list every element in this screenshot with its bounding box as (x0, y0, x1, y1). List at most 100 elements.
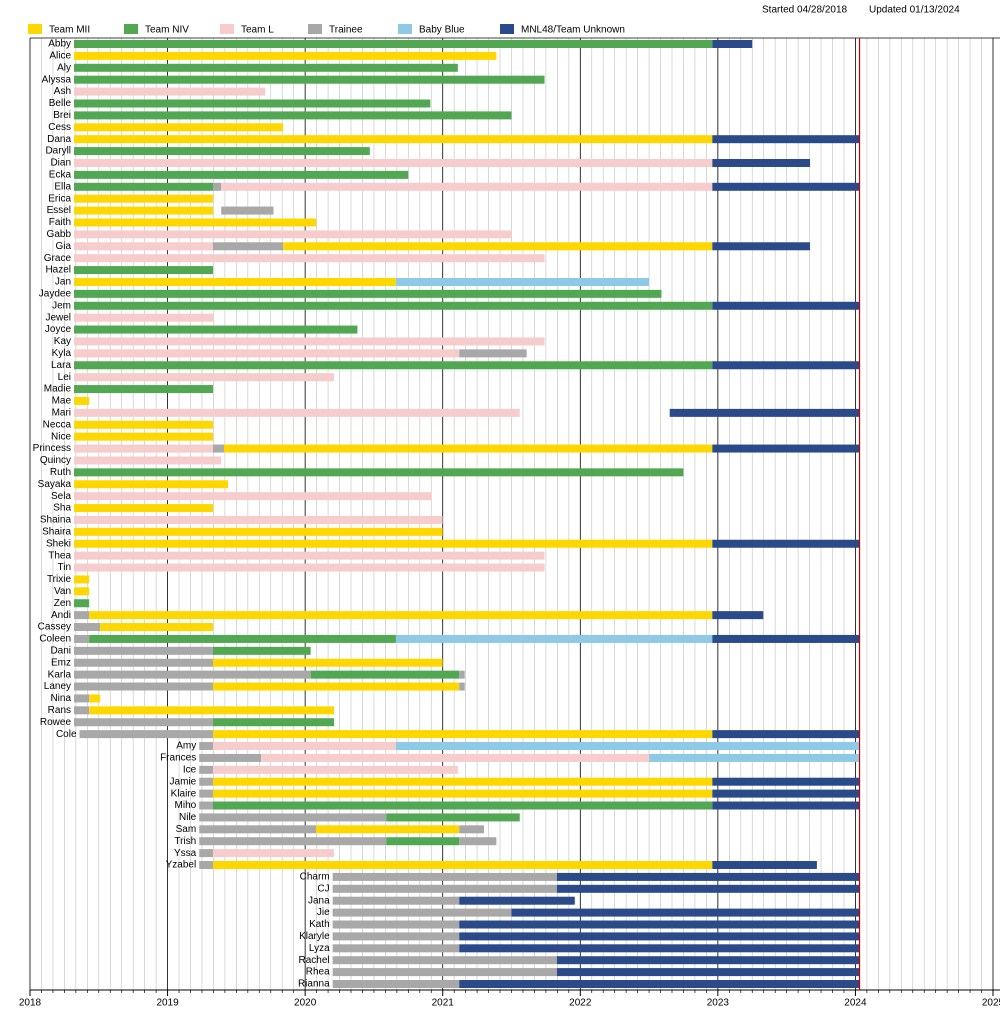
segment (199, 789, 213, 798)
row-label: Amy (176, 741, 196, 752)
segment (199, 813, 387, 822)
segment (74, 682, 213, 691)
segment (212, 765, 458, 774)
row-label: Belle (49, 98, 72, 109)
segment (386, 813, 520, 822)
segment (74, 63, 458, 72)
segment (556, 968, 860, 977)
segment (712, 777, 860, 786)
segment (74, 432, 213, 441)
row-label: Tin (57, 562, 71, 573)
segment (712, 158, 811, 167)
row-label: Klaire (171, 788, 197, 799)
row-label: Sam (176, 824, 197, 835)
segment (74, 266, 213, 275)
segment (199, 861, 213, 870)
segment (74, 206, 213, 215)
segment (221, 206, 274, 215)
segment (199, 801, 213, 810)
segment (74, 456, 222, 465)
segment (74, 515, 443, 524)
segment (212, 242, 284, 251)
row-label: CJ (317, 883, 329, 894)
x-tick-label: 2023 (707, 998, 730, 1009)
segment (712, 301, 860, 310)
segment (712, 611, 764, 620)
segment (74, 480, 229, 489)
row-label: Cole (56, 729, 77, 740)
segment (212, 682, 460, 691)
legend-swatch (124, 24, 138, 34)
segment (556, 884, 860, 893)
row-label: Gia (55, 241, 71, 252)
row-label: Princess (33, 443, 71, 454)
segment (74, 623, 101, 632)
legend-label: Team L (241, 25, 274, 36)
x-tick-label: 2025 (982, 998, 1000, 1009)
segment (332, 884, 557, 893)
row-label: Essel (47, 205, 71, 216)
segment (649, 753, 860, 762)
segment (79, 730, 213, 739)
segment (74, 289, 662, 298)
segment (74, 135, 713, 144)
segment (74, 670, 311, 679)
segment (74, 385, 213, 394)
segment (74, 87, 266, 96)
segment (199, 777, 213, 786)
segment (332, 956, 557, 965)
segment (221, 182, 713, 191)
segment (74, 575, 90, 584)
row-label: Sha (53, 503, 71, 514)
segment (332, 896, 460, 905)
row-label: Rhea (306, 967, 330, 978)
row-label: Dana (47, 134, 71, 145)
x-tick-label: 2021 (432, 998, 455, 1009)
segment (89, 694, 101, 703)
row-label: Karla (48, 669, 72, 680)
segment (212, 182, 222, 191)
row-label: Joyce (45, 324, 72, 335)
row-label: Ecka (49, 170, 72, 181)
row-label: Trixie (47, 574, 72, 585)
segment (212, 646, 311, 655)
segment (74, 408, 520, 417)
started-label: Started 04/28/2018 (762, 5, 848, 16)
segment (74, 718, 213, 727)
row-label: Faith (49, 217, 71, 228)
x-tick-label: 2018 (19, 998, 42, 1009)
segment (332, 944, 460, 953)
legend-swatch (500, 24, 514, 34)
segment (395, 634, 713, 643)
row-label: Shaina (40, 515, 72, 526)
row-label: Shaira (42, 526, 71, 537)
segment (712, 135, 860, 144)
segment (74, 504, 213, 513)
row-label: Rans (48, 705, 71, 716)
row-label: Mae (52, 396, 72, 407)
segment (74, 51, 497, 60)
segment (212, 444, 224, 453)
row-label: Necca (43, 419, 72, 430)
segment (712, 539, 860, 548)
segment (74, 539, 713, 548)
row-label: Madie (44, 384, 72, 395)
segment (212, 789, 713, 798)
segment (332, 932, 460, 941)
row-label: Jamie (170, 776, 197, 787)
row-label: Yzabel (166, 860, 197, 871)
row-label: Trish (174, 836, 196, 847)
row-label: Alice (49, 51, 71, 62)
segment (74, 40, 713, 48)
segment (712, 361, 860, 370)
segment (74, 551, 545, 560)
row-label: Hazel (45, 265, 71, 276)
segment (395, 742, 860, 751)
row-label: Emz (51, 657, 71, 668)
segment (74, 254, 545, 263)
segment (459, 837, 497, 846)
segment (74, 527, 443, 536)
row-label: Rianna (298, 979, 330, 990)
segment (74, 349, 460, 358)
